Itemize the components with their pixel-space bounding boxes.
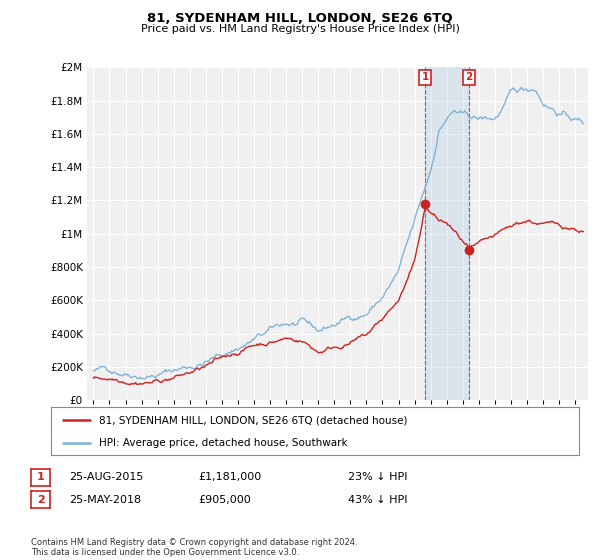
- Text: 2: 2: [466, 72, 473, 82]
- Text: 1: 1: [37, 472, 44, 482]
- Text: 43% ↓ HPI: 43% ↓ HPI: [348, 494, 407, 505]
- Text: 1: 1: [421, 72, 428, 82]
- Text: Contains HM Land Registry data © Crown copyright and database right 2024.
This d: Contains HM Land Registry data © Crown c…: [31, 538, 358, 557]
- Text: 25-MAY-2018: 25-MAY-2018: [69, 494, 141, 505]
- Text: 81, SYDENHAM HILL, LONDON, SE26 6TQ: 81, SYDENHAM HILL, LONDON, SE26 6TQ: [147, 12, 453, 25]
- Bar: [425, 67, 469, 400]
- Text: 23% ↓ HPI: 23% ↓ HPI: [348, 472, 407, 482]
- Text: 2: 2: [37, 494, 44, 505]
- Text: £1,181,000: £1,181,000: [198, 472, 261, 482]
- Text: 81, SYDENHAM HILL, LONDON, SE26 6TQ (detached house): 81, SYDENHAM HILL, LONDON, SE26 6TQ (det…: [98, 416, 407, 426]
- Text: £905,000: £905,000: [198, 494, 251, 505]
- Text: HPI: Average price, detached house, Southwark: HPI: Average price, detached house, Sout…: [98, 438, 347, 448]
- Text: Price paid vs. HM Land Registry's House Price Index (HPI): Price paid vs. HM Land Registry's House …: [140, 24, 460, 34]
- Text: 25-AUG-2015: 25-AUG-2015: [69, 472, 143, 482]
